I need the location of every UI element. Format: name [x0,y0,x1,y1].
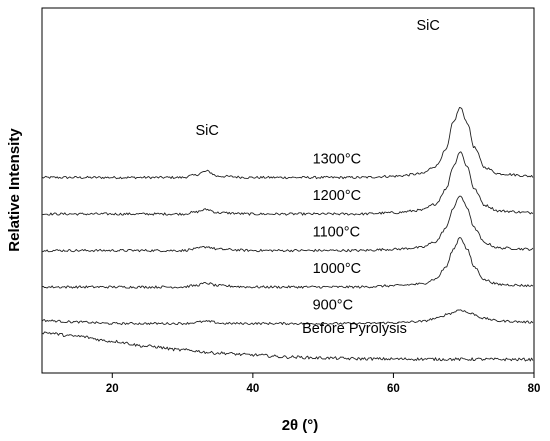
series-line-900-c [41,309,534,326]
x-tick-label: 20 [106,383,119,395]
peak-label: SiC [196,123,219,139]
series-label: 1200°C [313,188,362,204]
plot-frame [41,7,535,374]
series-label: 1000°C [313,261,362,277]
x-tick-label: 60 [387,383,400,395]
series-line-1100-c [41,195,534,253]
series-layer [41,107,534,362]
series-label: Before Pyrolysis [302,321,407,337]
series-line-1200-c [41,151,534,216]
x-axis-label: 2θ (°) [282,417,319,434]
x-axis: 20 40 60 80 [106,373,541,395]
y-axis-label: Relative Intensity [6,128,23,252]
peak-label: SiC [417,18,440,34]
series-line-1300-c [41,107,534,180]
series-label: 1300°C [313,152,362,168]
annotation-layer: 1300°C 1200°C 1100°C 1000°C 900°C Before Pyro… [196,18,440,337]
x-tick-label: 40 [246,383,259,395]
series-line-1000-c [41,237,534,289]
x-tick-label: 80 [528,383,541,395]
series-label: 1100°C [313,225,360,241]
series-line-before-pyrolysis [41,331,534,362]
series-label: 900°C [313,298,353,314]
